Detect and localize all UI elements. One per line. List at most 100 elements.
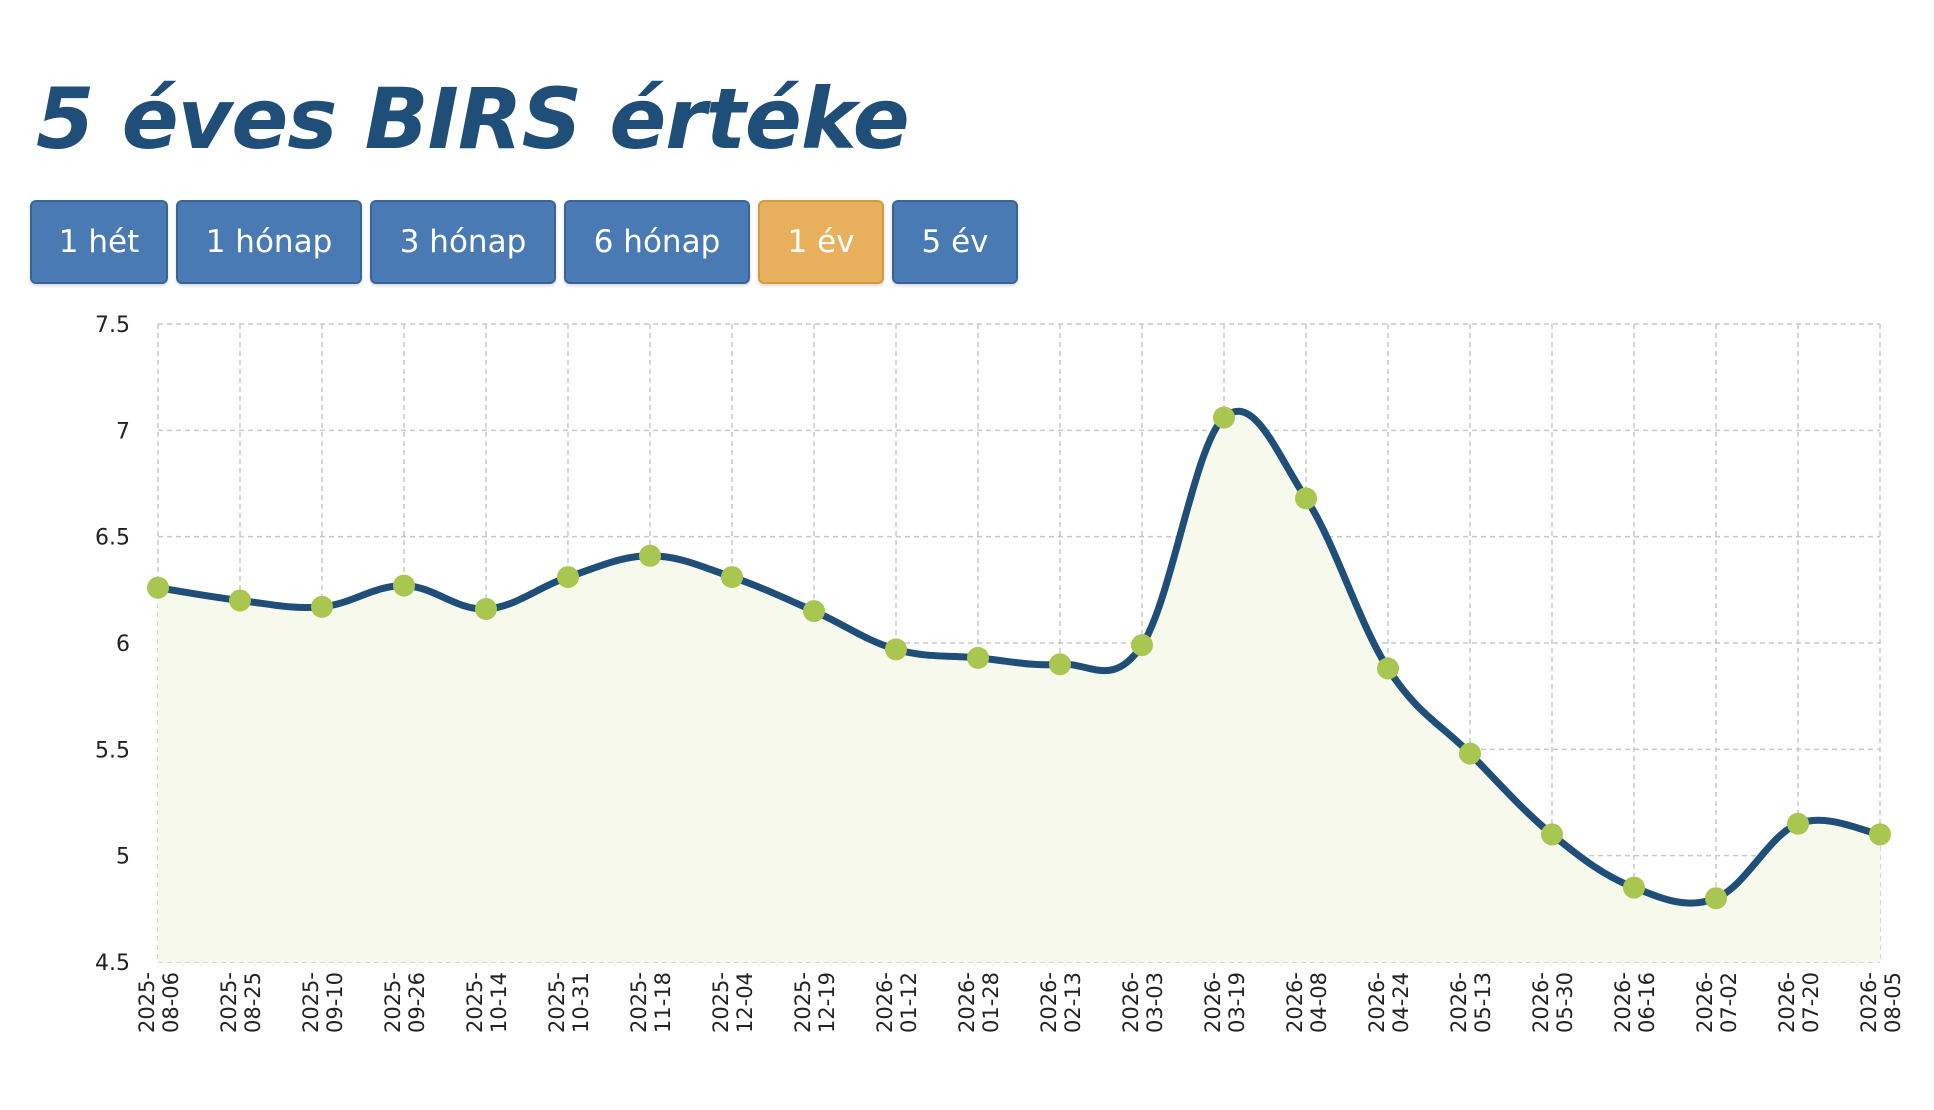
range-button-1-year[interactable]: 1 év (758, 200, 884, 284)
x-tick-label: 2025- 10-14 (463, 972, 511, 1033)
data-point[interactable] (1869, 823, 1891, 846)
y-tick-label: 5 (116, 845, 130, 870)
range-button-1-month[interactable]: 1 hónap (176, 200, 362, 284)
x-tick-label: 2026- 05-30 (1529, 972, 1577, 1033)
y-tick-label: 6 (116, 632, 130, 657)
data-point[interactable] (1131, 634, 1153, 657)
x-tick-year: 2025- (381, 972, 405, 1033)
x-tick-day: 03-03 (1143, 972, 1167, 1033)
x-tick-day: 09-26 (405, 972, 429, 1033)
line-chart: 7.576.565.554.5 2025- 08-06 2025- 08-25 2025… (95, 313, 1905, 1033)
data-point[interactable] (475, 597, 497, 620)
data-point[interactable] (803, 600, 825, 623)
y-tick-label: 7.5 (95, 313, 130, 338)
x-tick-year: 2026- (1037, 972, 1061, 1033)
x-tick-day: 06-16 (1635, 972, 1659, 1033)
x-tick-day: 01-12 (897, 972, 921, 1033)
x-tick-day: 07-02 (1717, 972, 1741, 1033)
x-tick-year: 2026- (955, 972, 979, 1033)
x-tick-year: 2026- (1693, 972, 1717, 1033)
y-tick-label: 7 (116, 419, 130, 444)
x-tick-label: 2026- 07-20 (1775, 972, 1823, 1033)
x-tick-label: 2026- 03-19 (1201, 972, 1249, 1033)
x-tick-year: 2026- (1201, 972, 1225, 1033)
data-point[interactable] (721, 566, 743, 589)
data-point[interactable] (1623, 876, 1645, 899)
range-button-3-months[interactable]: 3 hónap (370, 200, 556, 284)
x-tick-day: 05-30 (1553, 972, 1577, 1033)
data-point[interactable] (1459, 742, 1481, 765)
x-tick-year: 2025- (545, 972, 569, 1033)
x-tick-label: 2025- 08-06 (135, 972, 183, 1033)
x-tick-label: 2026- 05-13 (1447, 972, 1495, 1033)
data-point[interactable] (1377, 657, 1399, 680)
x-tick-label: 2025- 09-26 (381, 972, 429, 1033)
data-point[interactable] (885, 638, 907, 661)
x-tick-label: 2026- 08-05 (1857, 972, 1905, 1033)
range-button-6-months[interactable]: 6 hónap (564, 200, 750, 284)
x-tick-label: 2025- 12-19 (791, 972, 839, 1033)
x-tick-year: 2025- (299, 972, 323, 1033)
x-tick-year: 2026- (1775, 972, 1799, 1033)
x-axis-ticks: 2025- 08-06 2025- 08-25 2025- 09-10 2025- 09-26… (135, 972, 1905, 1033)
x-tick-day: 07-20 (1799, 972, 1823, 1033)
x-tick-day: 11-18 (651, 972, 675, 1033)
data-point[interactable] (557, 566, 579, 589)
series-line (154, 407, 1884, 907)
data-point[interactable] (1705, 887, 1727, 910)
x-tick-year: 2025- (709, 972, 733, 1033)
range-button-5-years[interactable]: 5 év (892, 200, 1018, 284)
y-tick-label: 5.5 (95, 738, 130, 763)
x-tick-label: 2025- 11-18 (627, 972, 675, 1033)
data-points (147, 406, 1891, 910)
x-tick-day: 08-05 (1881, 972, 1905, 1033)
data-point[interactable] (1295, 487, 1317, 510)
data-point[interactable] (393, 574, 415, 597)
x-tick-year: 2026- (873, 972, 897, 1033)
data-point[interactable] (1787, 812, 1809, 835)
x-tick-day: 10-14 (487, 972, 511, 1033)
x-tick-label: 2025- 10-31 (545, 972, 593, 1033)
x-tick-day: 01-28 (979, 972, 1003, 1033)
x-tick-day: 05-13 (1471, 972, 1495, 1033)
x-tick-year: 2026- (1611, 972, 1635, 1033)
x-tick-day: 02-13 (1061, 972, 1085, 1033)
x-tick-year: 2026- (1365, 972, 1389, 1033)
x-tick-day: 04-08 (1307, 972, 1331, 1033)
x-tick-label: 2026- 04-24 (1365, 972, 1413, 1033)
range-button-1-week[interactable]: 1 hét (30, 200, 168, 284)
x-tick-year: 2026- (1857, 972, 1881, 1033)
data-point[interactable] (147, 576, 169, 599)
x-tick-label: 2025- 09-10 (299, 972, 347, 1033)
x-tick-day: 08-25 (241, 972, 265, 1033)
data-point[interactable] (967, 646, 989, 669)
x-tick-day: 12-04 (733, 972, 757, 1033)
x-tick-year: 2026- (1447, 972, 1471, 1033)
data-point[interactable] (1541, 823, 1563, 846)
y-tick-label: 4.5 (95, 951, 130, 976)
data-point[interactable] (639, 544, 661, 567)
x-tick-year: 2025- (217, 972, 241, 1033)
data-point[interactable] (1049, 653, 1071, 676)
data-point[interactable] (311, 595, 333, 618)
x-tick-year: 2026- (1119, 972, 1143, 1033)
data-point[interactable] (229, 589, 251, 612)
x-tick-label: 2026- 01-28 (955, 972, 1003, 1033)
x-tick-day: 10-31 (569, 972, 593, 1033)
x-tick-day: 12-19 (815, 972, 839, 1033)
x-tick-label: 2026- 02-13 (1037, 972, 1085, 1033)
x-tick-year: 2025- (463, 972, 487, 1033)
x-tick-label: 2026- 07-02 (1693, 972, 1741, 1033)
x-tick-year: 2025- (791, 972, 815, 1033)
x-tick-day: 08-06 (159, 972, 183, 1033)
x-tick-label: 2025- 08-25 (217, 972, 265, 1033)
x-tick-label: 2026- 04-08 (1283, 972, 1331, 1033)
x-tick-day: 03-19 (1225, 972, 1249, 1033)
x-tick-label: 2025- 12-04 (709, 972, 757, 1033)
x-tick-year: 2025- (627, 972, 651, 1033)
x-tick-year: 2026- (1283, 972, 1307, 1033)
y-axis-ticks: 7.5 7 6.5 6 5.5 5 4.5 (95, 313, 130, 976)
x-tick-label: 2026- 03-03 (1119, 972, 1167, 1033)
area-fill (158, 411, 1880, 962)
data-point[interactable] (1213, 406, 1235, 429)
